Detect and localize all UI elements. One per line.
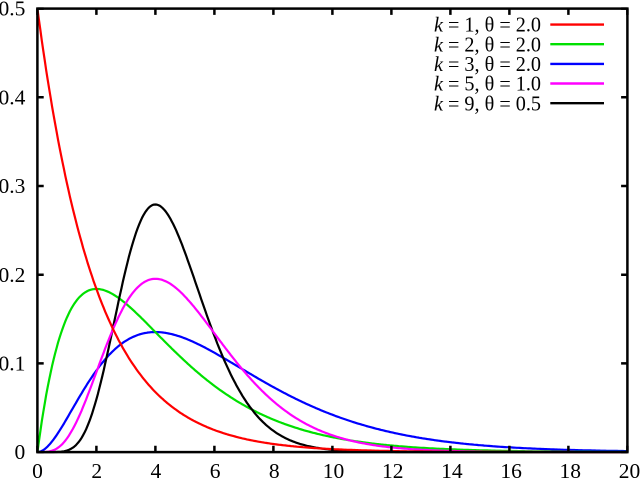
svg-text:2: 2 [91, 459, 102, 480]
svg-text:k = 3, θ = 2.0: k = 3, θ = 2.0 [434, 52, 541, 76]
svg-text:12: 12 [382, 459, 404, 480]
svg-text:0.1: 0.1 [0, 352, 25, 376]
svg-text:k = 9, θ = 0.5: k = 9, θ = 0.5 [434, 91, 541, 115]
svg-text:0: 0 [15, 440, 26, 464]
svg-text:16: 16 [500, 459, 522, 480]
svg-text:0.4: 0.4 [0, 85, 26, 109]
svg-text:k = 2, θ = 2.0: k = 2, θ = 2.0 [434, 32, 541, 56]
svg-text:k = 5, θ = 1.0: k = 5, θ = 1.0 [434, 72, 541, 96]
svg-text:k = 1, θ = 2.0: k = 1, θ = 2.0 [434, 13, 541, 37]
svg-text:0.3: 0.3 [0, 174, 25, 198]
svg-text:0: 0 [32, 459, 43, 480]
svg-text:6: 6 [210, 459, 221, 480]
svg-text:0.5: 0.5 [0, 0, 25, 21]
svg-text:4: 4 [151, 459, 162, 480]
svg-text:20: 20 [619, 459, 640, 480]
svg-text:14: 14 [441, 459, 463, 480]
svg-text:10: 10 [323, 459, 345, 480]
svg-text:0.2: 0.2 [0, 263, 25, 287]
svg-text:18: 18 [560, 459, 582, 480]
svg-text:8: 8 [269, 459, 280, 480]
